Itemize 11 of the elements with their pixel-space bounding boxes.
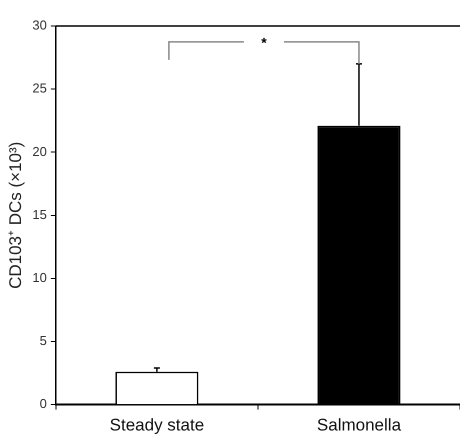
x-tick-label: Salmonella: [316, 415, 402, 434]
y-tick-label: 25: [32, 80, 47, 96]
y-tick-label: 0: [40, 396, 47, 412]
annotation: *: [261, 34, 268, 51]
y-tick-label: 20: [32, 144, 47, 159]
y-axis-title: CD103⁺ DCs (×10³): [6, 142, 25, 289]
x-tick-label: Steady state: [110, 415, 204, 434]
y-tick-label: 5: [40, 333, 47, 348]
y-tick-label: 15: [32, 206, 47, 222]
y-tick-label: 30: [32, 18, 47, 33]
y-tick-label: 10: [32, 270, 47, 285]
